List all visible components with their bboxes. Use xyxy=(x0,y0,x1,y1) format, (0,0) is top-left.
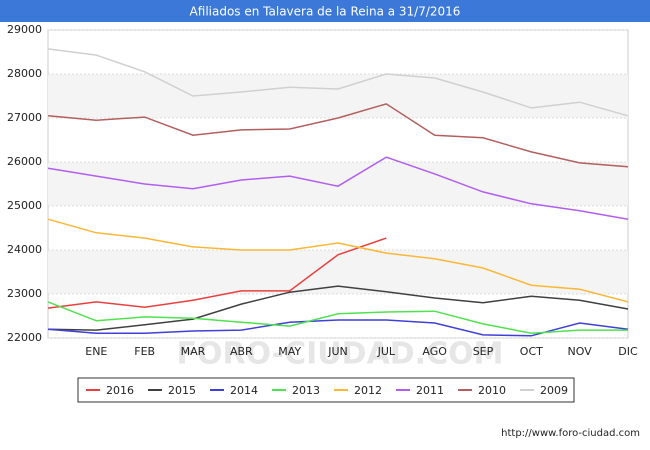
legend-label: 2016 xyxy=(106,384,134,397)
y-tick-label: 25000 xyxy=(7,199,42,212)
x-tick-label: MAR xyxy=(181,345,206,358)
source: http://www.foro-ciudad.com xyxy=(501,428,640,439)
series-line xyxy=(47,103,629,168)
x-tick-label: OCT xyxy=(520,345,543,358)
band xyxy=(48,162,628,206)
chart-title: Afiliados en Talavera de la Reina a 31/7… xyxy=(190,5,461,19)
series-line xyxy=(47,319,629,337)
series-line xyxy=(47,301,628,334)
x-tick-label: SEP xyxy=(473,345,494,358)
watermark: FORO-CIUDAD.COM xyxy=(177,337,504,372)
x-tick-label: JUL xyxy=(377,345,396,358)
legend-label: 2009 xyxy=(540,384,568,397)
x-tick-label: ENE xyxy=(85,345,107,358)
x-tick-label: ABR xyxy=(230,345,253,358)
legend-label: 2010 xyxy=(478,384,506,397)
legend-label: 2012 xyxy=(354,384,382,397)
legend-label: 2011 xyxy=(416,384,444,397)
y-tick-label: 22000 xyxy=(7,331,42,344)
band xyxy=(48,250,628,294)
series-line xyxy=(47,218,629,303)
legend-label: 2014 xyxy=(230,384,258,397)
legend-label: 2015 xyxy=(168,384,196,397)
x-tick-label: AGO xyxy=(422,345,447,358)
x-tick-label: DIC xyxy=(618,345,638,358)
x-tick-label: FEB xyxy=(134,345,155,358)
x-tick-label: JUN xyxy=(327,345,348,358)
band xyxy=(48,74,628,118)
series-line xyxy=(47,237,387,309)
y-tick-label: 28000 xyxy=(7,67,42,80)
x-tick-label: NOV xyxy=(568,345,593,358)
title-bar xyxy=(0,0,650,22)
series-line xyxy=(47,48,629,117)
y-tick-label: 29000 xyxy=(7,23,42,36)
y-tick-label: 24000 xyxy=(7,243,42,256)
plot-area xyxy=(47,29,629,339)
series-line xyxy=(47,156,629,220)
series-line xyxy=(47,285,629,331)
x-tick-label: MAY xyxy=(278,345,301,358)
legend-label: 2013 xyxy=(292,384,320,397)
y-tick-label: 27000 xyxy=(7,111,42,124)
y-tick-label: 23000 xyxy=(7,287,42,300)
y-tick-label: 26000 xyxy=(7,155,42,168)
